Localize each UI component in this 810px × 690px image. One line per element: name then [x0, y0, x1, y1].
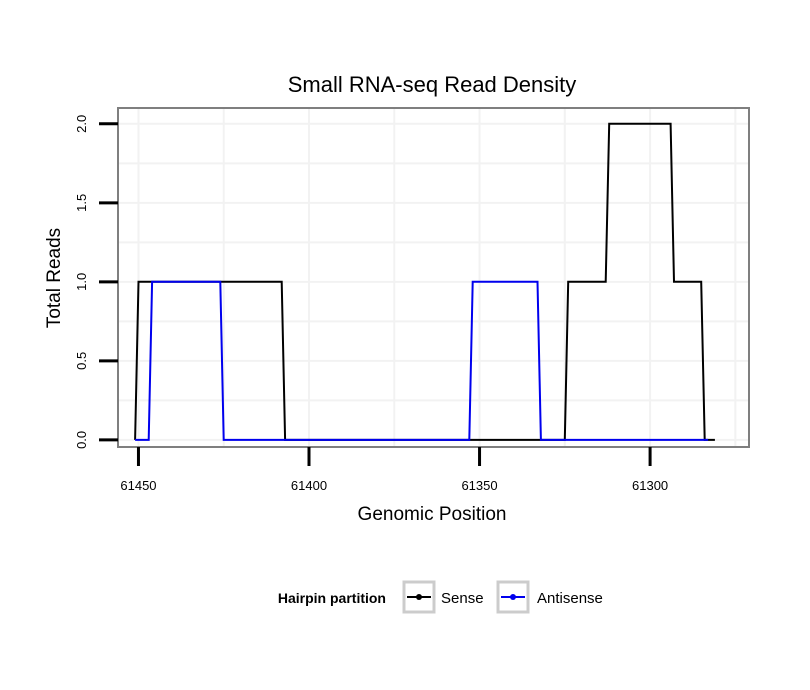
x-axis: 61450 61400 61350 61300	[120, 447, 668, 493]
y-tick-label: 2.0	[74, 115, 89, 133]
grid	[118, 108, 749, 447]
chart-title: Small RNA-seq Read Density	[288, 72, 577, 97]
series-line-sense	[134, 122, 715, 441]
x-tick-label: 61450	[120, 478, 156, 493]
y-axis-title: Total Reads	[44, 228, 65, 328]
x-tick-label: 61400	[291, 478, 327, 493]
y-tick-label: 0.5	[74, 352, 89, 370]
legend-dot-sense	[416, 594, 422, 600]
x-tick-label: 61350	[461, 478, 497, 493]
series-layer	[134, 122, 715, 441]
panel-border	[117, 107, 750, 448]
legend-label-antisense: Antisense	[537, 590, 603, 607]
legend: Hairpin partition Sense Antisense	[278, 580, 603, 614]
legend-item-antisense: Antisense	[496, 580, 603, 614]
legend-title: Hairpin partition	[278, 590, 386, 606]
y-axis: 0.0 0.5 1.0 1.5 2.0	[74, 115, 118, 449]
y-tick-label: 0.0	[74, 431, 89, 449]
legend-dot-antisense	[510, 594, 516, 600]
series-line-antisense	[135, 280, 709, 441]
legend-label-sense: Sense	[441, 590, 484, 607]
y-tick-label: 1.5	[74, 194, 89, 212]
legend-item-sense: Sense	[402, 580, 484, 614]
x-tick-label: 61300	[632, 478, 668, 493]
y-tick-label: 1.0	[74, 273, 89, 291]
x-axis-title: Genomic Position	[358, 504, 507, 525]
